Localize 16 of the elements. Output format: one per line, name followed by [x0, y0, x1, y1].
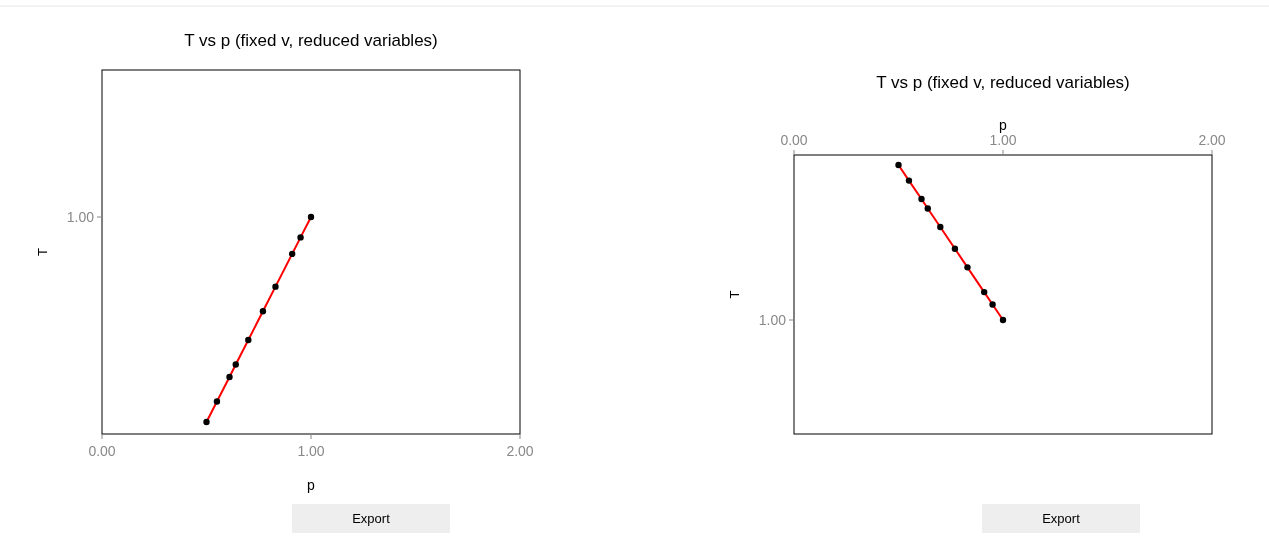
y-axis-title: T [727, 290, 742, 299]
x-axis-title: p [999, 117, 1008, 133]
x-tick-label: 0.00 [88, 443, 116, 459]
x-axis-title: p [307, 477, 316, 493]
x-tick-label: 2.00 [1198, 132, 1226, 148]
x-tick-label: 1.00 [297, 443, 325, 459]
chart-title: T vs p (fixed v, reduced variables) [184, 31, 438, 50]
text: 1.00 [758, 312, 787, 328]
export-button: Export [292, 504, 450, 533]
x-tick-label: 0.00 [780, 132, 808, 148]
chart-title: T vs p (fixed v, reduced variables) [876, 73, 1130, 92]
y-axis-title: T [35, 247, 50, 256]
export-button: Export [982, 504, 1140, 533]
x-tick-label: 2.00 [506, 443, 534, 459]
text: 1.00 [66, 209, 95, 225]
x-tick-label: 1.00 [989, 132, 1017, 148]
